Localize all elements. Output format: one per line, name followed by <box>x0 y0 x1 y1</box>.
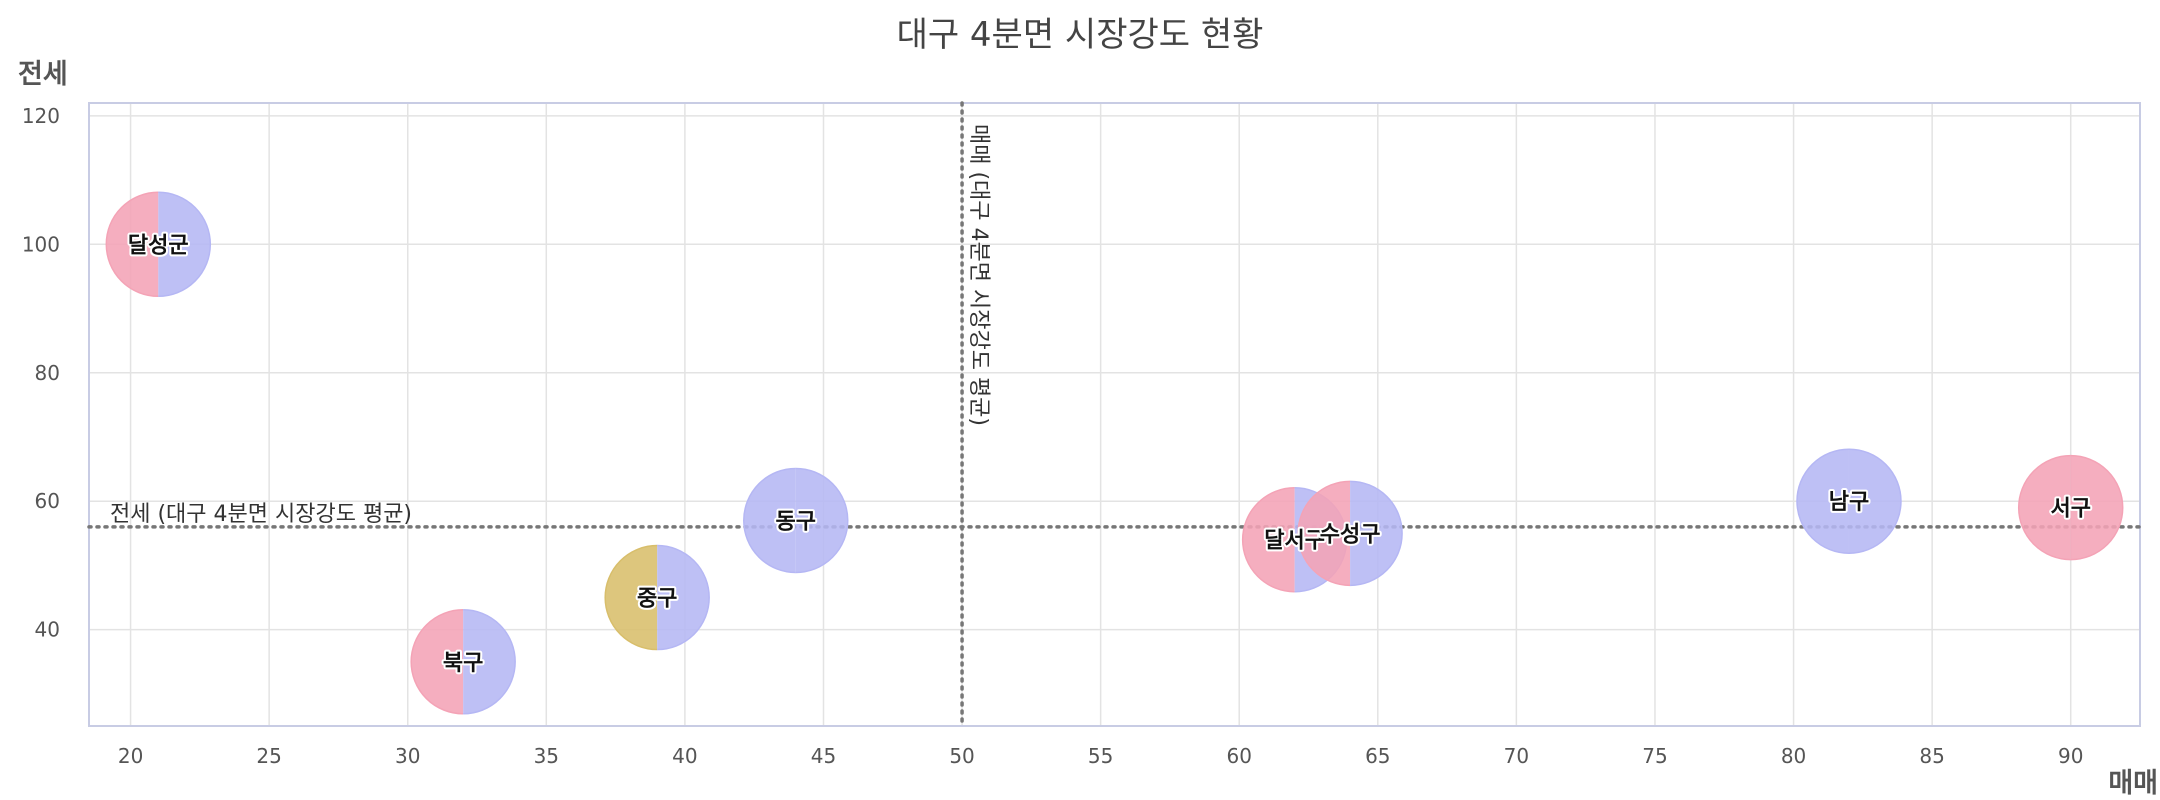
x-tick-label: 70 <box>1504 744 1529 768</box>
bubble-left-half <box>1796 448 1849 554</box>
x-tick-label: 50 <box>949 744 974 768</box>
x-tick-label: 90 <box>2058 744 2083 768</box>
x-tick-label: 40 <box>672 744 697 768</box>
bubble-right-half <box>463 609 516 715</box>
x-tick-label: 80 <box>1781 744 1806 768</box>
bubble-left-half <box>105 191 159 298</box>
y-tick-label: 60 <box>35 489 60 513</box>
x-average-label: 매매 (대구 4분면 시장강도 평균) <box>966 124 991 426</box>
x-tick-label: 45 <box>811 744 836 768</box>
bubble-left-half <box>1241 487 1295 593</box>
bubble-label: 서구 <box>2050 497 2090 522</box>
bubble-label: 동구 <box>776 509 816 534</box>
bubble-left-half <box>1297 480 1351 587</box>
bubble-right-half <box>1848 448 1902 554</box>
bubble-right-half <box>2070 454 2124 561</box>
chart-title: 대구 4분면 시장강도 현황 <box>897 15 1264 55</box>
bubble-label: 남구 <box>1829 490 1869 515</box>
x-axis-title: 매매 <box>2108 768 2158 799</box>
bubble-left-half <box>743 467 796 574</box>
bubble-left-half <box>2017 454 2071 561</box>
x-tick-label: 30 <box>395 744 420 768</box>
y-tick-label: 100 <box>22 232 60 256</box>
bubble-right-half <box>158 191 212 298</box>
bubble-label: 중구 <box>637 587 677 612</box>
x-tick-label: 65 <box>1365 744 1390 768</box>
bubble-left-half <box>410 609 464 715</box>
y-tick-label: 40 <box>35 618 60 642</box>
plot-background <box>89 103 2140 726</box>
y-tick-label: 80 <box>35 361 60 385</box>
x-tick-label: 75 <box>1642 744 1667 768</box>
x-tick-label: 55 <box>1088 744 1113 768</box>
x-tick-label: 35 <box>534 744 559 768</box>
y-average-label: 전세 (대구 4분면 시장강도 평균) <box>110 502 412 527</box>
x-tick-label: 25 <box>256 744 281 768</box>
bubble-label: 달성군 <box>128 233 189 258</box>
bubble-label: 수성구 <box>1320 522 1381 547</box>
bubble-label: 달서구 <box>1264 529 1325 554</box>
bubble-right-half <box>795 467 849 574</box>
plot-area: 20 25 30 35 40 45 50 55 60 65 70 75 80 85 90 40 60 80 100 1… <box>22 101 2142 768</box>
x-tick-label: 85 <box>1919 744 1944 768</box>
y-axis-title: 전세 <box>18 59 68 90</box>
x-tick-label: 20 <box>118 744 143 768</box>
plot-border <box>88 102 2141 727</box>
bubble-left-half <box>604 544 658 651</box>
bubble-label: 북구 <box>443 651 483 676</box>
bubble-right-half <box>1350 480 1403 587</box>
x-tick-label: 60 <box>1226 744 1251 768</box>
bubble-right-half <box>657 544 710 651</box>
y-tick-label: 120 <box>22 104 60 128</box>
